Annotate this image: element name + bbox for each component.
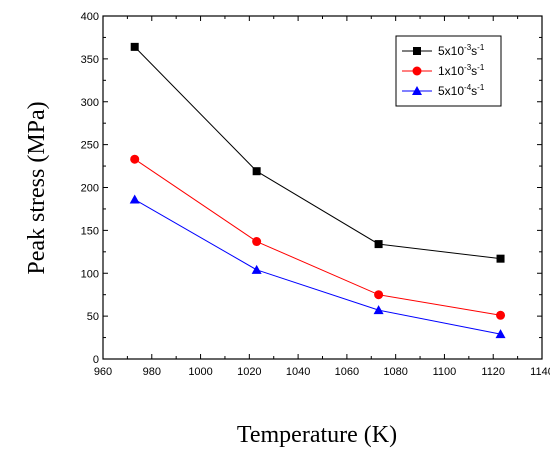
legend-text-part: s bbox=[471, 44, 477, 58]
data-point-square bbox=[374, 240, 383, 249]
y-tick-label: 150 bbox=[81, 225, 99, 237]
x-tick-label: 1080 bbox=[383, 366, 407, 378]
y-tick-label: 200 bbox=[81, 183, 99, 195]
data-point-triangle bbox=[373, 305, 384, 315]
data-point-square bbox=[130, 42, 139, 51]
series-2 bbox=[130, 154, 506, 320]
legend-text-part: 5x10 bbox=[438, 84, 464, 98]
legend-marker-square bbox=[413, 47, 421, 55]
legend-marker-triangle bbox=[412, 86, 422, 95]
data-point-circle bbox=[374, 290, 384, 300]
data-point-triangle bbox=[129, 194, 140, 204]
legend-superscript: -1 bbox=[477, 63, 485, 72]
x-tick-label: 1020 bbox=[237, 366, 261, 378]
series-1 bbox=[130, 42, 505, 263]
data-point-triangle bbox=[495, 329, 506, 339]
series-line bbox=[134, 199, 501, 335]
legend-label: 5x10-3s-1 bbox=[438, 43, 485, 58]
legend-superscript: -3 bbox=[464, 63, 472, 72]
y-axis-title: Peak stress (MPa) bbox=[24, 101, 50, 274]
x-axis-title: Temperature (K) bbox=[237, 422, 397, 448]
legend-marker-circle bbox=[412, 66, 422, 76]
legend-superscript: -3 bbox=[464, 43, 472, 52]
x-tick-label: 1000 bbox=[188, 366, 212, 378]
series-line bbox=[134, 158, 501, 316]
data-point-circle bbox=[252, 237, 262, 247]
x-tick-label: 1120 bbox=[481, 366, 505, 378]
legend-text-part: s bbox=[471, 64, 477, 78]
x-tick-label: 960 bbox=[94, 366, 112, 378]
data-point-circle bbox=[496, 310, 506, 320]
x-tick-label: 1100 bbox=[433, 366, 457, 378]
legend-text-part: s bbox=[471, 84, 477, 98]
y-tick-label: 50 bbox=[87, 311, 99, 323]
legend-superscript: -4 bbox=[464, 83, 472, 92]
legend-text-part: 1x10 bbox=[438, 64, 464, 78]
series-3 bbox=[129, 194, 506, 339]
y-tick-label: 350 bbox=[81, 54, 99, 66]
y-tick-label: 0 bbox=[93, 354, 99, 366]
y-tick-label: 300 bbox=[81, 97, 99, 109]
x-tick-label: 1060 bbox=[335, 366, 359, 378]
y-tick-label: 250 bbox=[81, 140, 99, 152]
legend-superscript: -1 bbox=[477, 83, 485, 92]
legend-label: 5x10-4s-1 bbox=[438, 83, 485, 98]
data-point-circle bbox=[130, 154, 140, 164]
y-tick-label: 100 bbox=[81, 268, 99, 280]
legend-superscript: -1 bbox=[477, 43, 485, 52]
series-line bbox=[134, 46, 501, 260]
legend-label: 1x10-3s-1 bbox=[438, 63, 485, 78]
y-tick-label: 400 bbox=[81, 11, 99, 23]
data-point-square bbox=[496, 254, 505, 263]
x-tick-label: 980 bbox=[143, 366, 161, 378]
legend-text-part: 5x10 bbox=[438, 44, 464, 58]
data-point-square bbox=[252, 167, 261, 176]
x-tick-label: 1040 bbox=[286, 366, 310, 378]
data-point-triangle bbox=[251, 264, 262, 274]
